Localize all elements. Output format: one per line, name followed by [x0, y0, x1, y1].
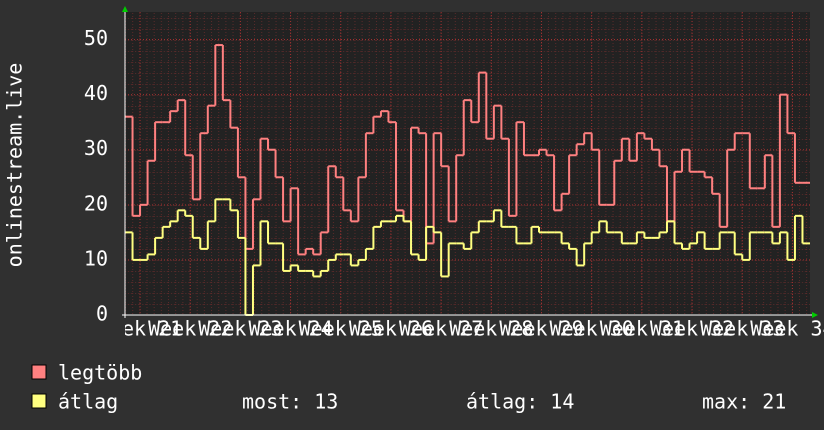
x-tick-label: Week 30	[550, 317, 634, 341]
legend-label: átlag	[58, 390, 118, 414]
legend-swatch	[31, 364, 47, 380]
minor-grid	[125, 12, 810, 315]
x-tick-label: Week 34	[750, 317, 824, 341]
x-tick-label: Week 31	[600, 317, 684, 341]
legend-label: legtöbb	[58, 361, 142, 385]
x-tick-label: Week 25	[299, 317, 383, 341]
x-tick-label: Week 28	[449, 317, 533, 341]
x-tick-label: Week 27	[399, 317, 483, 341]
step-risers	[131, 45, 796, 255]
y-tick-label: 50	[84, 26, 108, 50]
y-axis-label: onlinestream.live	[3, 63, 27, 268]
stat-average: átlag: 14	[466, 390, 574, 414]
x-tick-label: Week 26	[349, 317, 433, 341]
legend: legtöbb átlag most: 13 átlag: 14 max: 21	[31, 361, 786, 414]
stat-current: most: 13	[242, 390, 338, 414]
y-tick-label: 0	[96, 302, 108, 326]
x-tick-label: Week 23	[198, 317, 282, 341]
x-tick-label: Week 29	[499, 317, 583, 341]
y-tick-label: 40	[84, 81, 108, 105]
x-tick-label: Week 21	[98, 317, 182, 341]
y-tick-label: 10	[84, 246, 108, 270]
series	[125, 44, 810, 256]
x-tick-label: Week 32	[650, 317, 734, 341]
y-tick-labels: 0 10 20 30 40 50	[84, 26, 108, 325]
y-axis-arrow	[122, 6, 128, 12]
marks	[125, 44, 810, 316]
x-tick-label: Week 33	[700, 317, 784, 341]
stat-max: max: 21	[702, 390, 786, 414]
series	[125, 198, 810, 316]
y-tick-label: 30	[84, 136, 108, 160]
y-tick-label: 20	[84, 191, 108, 215]
legend-swatch	[31, 393, 47, 409]
x-axis-arrow	[812, 312, 818, 318]
x-tick-label: Week 24	[248, 317, 332, 341]
x-tick-label: Week 22	[148, 317, 232, 341]
